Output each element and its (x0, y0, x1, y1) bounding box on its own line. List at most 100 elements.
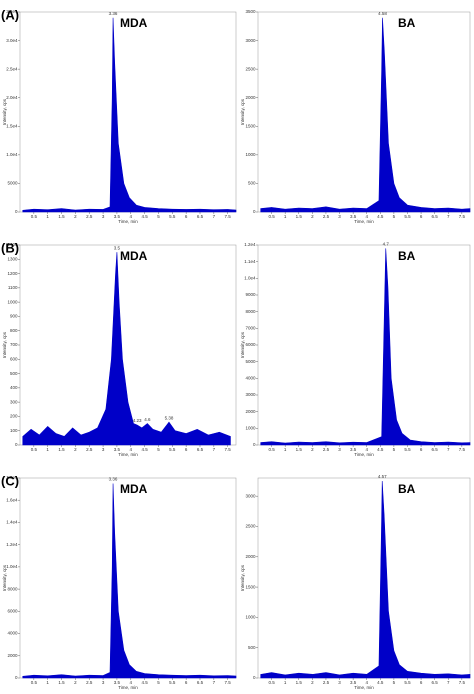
y-tick-label: 2500 (245, 524, 256, 529)
x-tick-label: 2.5 (323, 680, 330, 685)
x-tick-label: 6.5 (432, 214, 439, 219)
x-axis-label: Time, min (354, 685, 374, 690)
y-tick-label: 3000 (245, 38, 256, 43)
x-tick-label: 6.5 (197, 447, 204, 452)
x-tick-label: 7.5 (459, 447, 466, 452)
x-axis-label: Time, min (118, 452, 138, 457)
x-tick-label: 6.5 (197, 214, 204, 219)
x-tick-label: 3.5 (350, 214, 357, 219)
y-tick-label: 1.4e4 (6, 520, 18, 525)
x-tick-label: 4.5 (141, 214, 148, 219)
x-tick-label: 4.5 (377, 447, 384, 452)
plot-frame (257, 477, 471, 679)
y-tick-label: 2000 (245, 95, 256, 100)
chromatogram-trace (260, 481, 471, 679)
peak-label: 3.5 (114, 245, 121, 250)
y-tick-label: 1000 (245, 152, 256, 157)
x-tick-label: 3 (338, 214, 341, 219)
x-tick-label: 6.5 (432, 447, 439, 452)
chromatogram-trace (260, 17, 471, 213)
peak-label: 3.36 (109, 11, 118, 16)
y-tick-label: 0 (15, 209, 18, 214)
panel-title: MDA (120, 249, 148, 263)
y-tick-label: 6000 (245, 342, 256, 347)
y-tick-label: 8000 (245, 309, 256, 314)
y-tick-label: 500 (10, 371, 18, 376)
y-tick-label: 900 (10, 314, 18, 319)
x-tick-label: 7 (447, 680, 450, 685)
x-tick-label: 7.5 (225, 214, 232, 219)
y-tick-label: 1500 (245, 584, 256, 589)
x-tick-label: 0.5 (268, 214, 275, 219)
x-tick-label: 5.5 (404, 214, 411, 219)
x-tick-label: 6.5 (432, 680, 439, 685)
y-tick-label: 200 (10, 414, 18, 419)
x-tick-label: 4.5 (141, 447, 148, 452)
x-tick-label: 7 (213, 680, 216, 685)
y-tick-label: 1000 (7, 299, 18, 304)
x-tick-label: 3.5 (350, 447, 357, 452)
y-tick-label: 2000 (245, 409, 256, 414)
x-tick-label: 3.5 (114, 214, 121, 219)
y-tick-label: 3500 (245, 9, 256, 14)
panel-title: BA (398, 16, 416, 30)
y-tick-label: 1.0e4 (6, 564, 18, 569)
x-tick-label: 3.5 (114, 680, 121, 685)
plot-frame (19, 477, 237, 679)
y-tick-label: 3.5e4 (6, 9, 18, 14)
y-tick-label: 600 (10, 356, 18, 361)
y-tick-label: 1.0e4 (244, 276, 256, 281)
panel-title: BA (398, 249, 416, 263)
chromatogram-trace (22, 252, 231, 446)
peak-label: 4.23 (133, 418, 142, 423)
x-tick-label: 3.5 (114, 447, 121, 452)
x-tick-label: 1 (46, 680, 49, 685)
y-tick-label: 400 (10, 385, 18, 390)
y-tick-label: 0 (15, 675, 18, 680)
y-tick-label: 2.0e4 (6, 95, 18, 100)
x-tick-label: 1.5 (58, 680, 65, 685)
y-tick-label: 6000 (7, 609, 18, 614)
y-tick-label: 1000 (245, 615, 256, 620)
y-tick-label: 4000 (245, 376, 256, 381)
x-tick-label: 4.5 (377, 214, 384, 219)
y-tick-label: 1.6e4 (6, 497, 18, 502)
y-tick-label: 1.2e4 (6, 542, 18, 547)
y-axis-label: Intensity, cps (2, 98, 7, 125)
x-tick-label: 6 (420, 214, 423, 219)
x-tick-label: 0.5 (31, 680, 38, 685)
x-tick-label: 4.5 (141, 680, 148, 685)
y-tick-label: 3.0e4 (6, 38, 18, 43)
x-tick-label: 5.5 (404, 680, 411, 685)
x-axis-label: Time, min (118, 685, 138, 690)
y-tick-label: 9000 (245, 292, 256, 297)
y-tick-label: 1100 (8, 285, 18, 290)
x-tick-label: 7 (213, 214, 216, 219)
x-axis-label: Time, min (354, 452, 374, 457)
x-tick-label: 5 (393, 447, 396, 452)
y-tick-label: 100 (10, 428, 18, 433)
plot-frame (19, 11, 237, 213)
y-axis-label: Intensity, cps (2, 564, 7, 591)
y-axis-label: Intensity, cps (240, 564, 245, 591)
x-tick-label: 1.5 (58, 214, 65, 219)
x-tick-label: 4.5 (377, 680, 384, 685)
x-tick-label: 3 (102, 214, 105, 219)
x-tick-label: 3 (102, 447, 105, 452)
x-tick-label: 2 (311, 680, 314, 685)
chromatogram-trace (22, 483, 237, 679)
plot-frame (257, 244, 471, 446)
y-tick-label: 1.5e4 (6, 123, 18, 128)
peak-label: 4.58 (378, 11, 387, 16)
x-tick-label: 3 (338, 447, 341, 452)
x-tick-label: 5.5 (169, 447, 176, 452)
x-tick-label: 1.5 (296, 447, 303, 452)
peak-label: 4.7 (383, 242, 390, 247)
x-tick-label: 3 (338, 680, 341, 685)
y-tick-label: 800 (10, 328, 18, 333)
x-tick-label: 2 (311, 214, 314, 219)
x-tick-label: 4 (365, 680, 368, 685)
x-axis-label: Time, min (118, 219, 138, 224)
x-tick-label: 6 (420, 680, 423, 685)
x-tick-label: 1 (284, 214, 287, 219)
